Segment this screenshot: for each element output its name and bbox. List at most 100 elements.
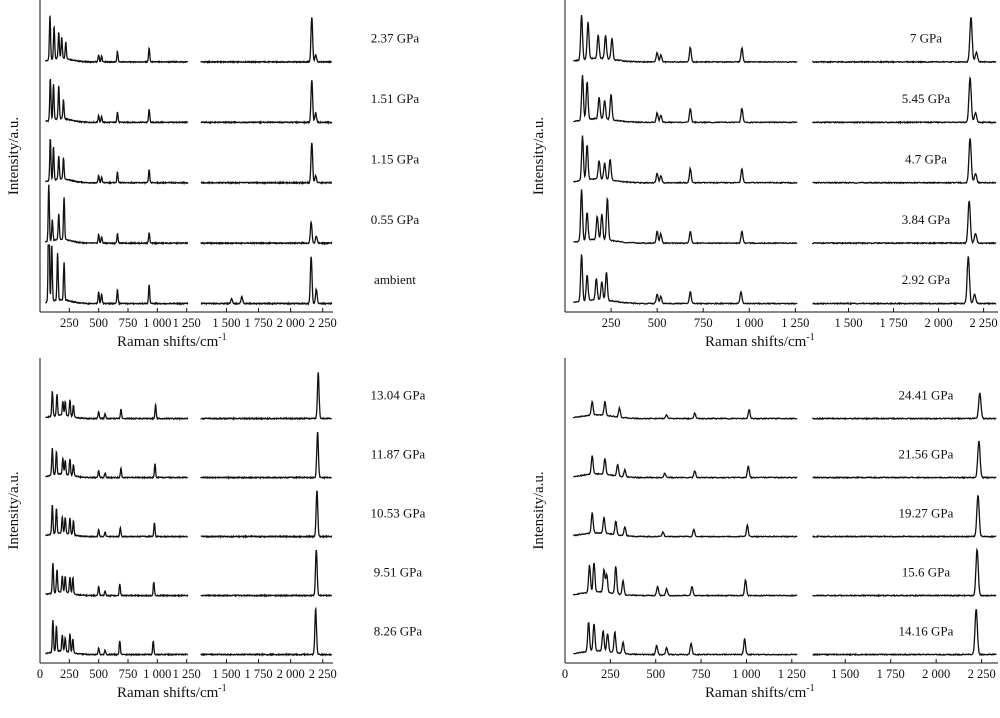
spectrum-line — [572, 400, 798, 421]
spectrum-line — [45, 391, 189, 421]
spectrum-line — [200, 256, 333, 306]
series-label: 21.56 GPa — [899, 447, 954, 462]
spectrum-line — [200, 17, 333, 65]
spectrum-line — [200, 490, 333, 539]
x-axis-label-superscript: -1 — [806, 332, 814, 343]
x-tick-label: 500 — [89, 316, 108, 330]
panel-bottom-right: 0 250 500 750 1 000 1 250 1 500 1 750 2 000 2 250… — [531, 358, 998, 701]
x-tick-label: 1 750 — [244, 316, 272, 330]
x-tick-label: 500 — [89, 667, 108, 681]
spectrum-line — [573, 15, 798, 64]
x-tick-label: 2 250 — [968, 667, 996, 681]
x-tick-label: 0 — [37, 667, 43, 681]
x-axis-label: Raman shifts/cm-1 — [117, 332, 227, 350]
spectrum-line — [811, 17, 997, 64]
panel-bottom-left: 0 250 500 750 1 000 1 250 1 500 1 750 2 000 2 250… — [6, 358, 426, 701]
x-tick-label: 1 000 — [735, 316, 763, 330]
series-label: 7 GPa — [910, 31, 942, 46]
series-label: 2.37 GPa — [371, 31, 420, 46]
x-tick-label: 1 500 — [212, 667, 240, 681]
spectrum-line — [45, 504, 188, 539]
spectrum-line — [811, 200, 997, 246]
x-axis-label: Raman shifts/cm-1 — [705, 332, 815, 350]
y-axis-label: Intensity/a.u. — [6, 117, 22, 195]
panel-top-right: 250 500 750 1 000 1 250 1 500 1 750 2 000 2 250 R… — [531, 0, 998, 350]
y-axis-label: Intensity/a.u. — [6, 471, 22, 549]
spectrum-line — [812, 138, 997, 185]
x-axis-label-superscript: -1 — [806, 683, 814, 694]
x-tick-label: 1 000 — [143, 667, 171, 681]
x-tick-label: 1 250 — [781, 316, 809, 330]
y-axis-label: Intensity/a.u. — [531, 117, 547, 195]
x-tick-label: 250 — [60, 316, 79, 330]
x-tick-label: 1 500 — [834, 316, 862, 330]
x-tick-label: 1 000 — [143, 316, 171, 330]
series-label: 1.15 GPa — [371, 151, 420, 166]
spectrum-line — [200, 142, 332, 186]
x-tick-label: 1 250 — [173, 667, 201, 681]
x-tick-label: 1 750 — [879, 316, 907, 330]
spectrum-line — [572, 254, 798, 306]
series-label: 10.53 GPa — [371, 506, 426, 521]
spectrum-line — [44, 14, 189, 64]
panel-top-left: 250 500 750 1 000 1 250 1 500 1 750 2 000 2 250 R… — [6, 0, 419, 350]
x-tick-label: 750 — [119, 316, 138, 330]
series-label: 4.7 GPa — [905, 151, 947, 166]
spectrum-line — [812, 494, 997, 539]
spectrum-line — [811, 76, 997, 125]
series-label: 9.51 GPa — [374, 565, 423, 580]
spectrum-line — [200, 549, 333, 598]
x-tick-label: 0 — [562, 667, 568, 681]
x-tick-label: 1 000 — [732, 667, 760, 681]
x-tick-label: 500 — [646, 667, 665, 681]
spectrum-line — [200, 220, 333, 246]
series-label: 19.27 GPa — [899, 506, 954, 521]
spectrum-line — [44, 244, 189, 306]
series-label: 14.16 GPa — [899, 624, 954, 639]
x-axis-label-superscript: -1 — [218, 332, 226, 343]
x-tick-label: 500 — [648, 316, 667, 330]
spectrum-line — [812, 440, 997, 480]
x-axis-label: Raman shifts/cm-1 — [117, 683, 227, 701]
spectrum-line — [573, 189, 798, 245]
x-tick-label: 2 000 — [924, 316, 952, 330]
spectrum-line — [45, 562, 189, 598]
series-label: 0.55 GPa — [371, 212, 420, 227]
spectrum-line — [573, 135, 798, 185]
x-tick-label: 1 500 — [212, 316, 240, 330]
x-axis-label-superscript: -1 — [218, 683, 226, 694]
spectrum-line — [812, 547, 997, 598]
spectrum-line — [573, 512, 798, 539]
spectrum-line — [573, 74, 798, 124]
series-label: 11.87 GPa — [371, 447, 426, 462]
series-label: 8.26 GPa — [374, 624, 423, 639]
x-tick-label: 2 250 — [970, 316, 998, 330]
series-label: 5.45 GPa — [902, 91, 951, 106]
series-label: 1.51 GPa — [371, 91, 420, 106]
x-tick-label: 1 500 — [831, 667, 859, 681]
y-axis-label: Intensity/a.u. — [531, 471, 547, 549]
x-tick-label: 2 000 — [277, 316, 305, 330]
series-label: 13.04 GPa — [371, 388, 426, 403]
spectrum-line — [573, 455, 798, 480]
spectrum-line — [200, 372, 333, 422]
spectrum-line — [811, 392, 997, 421]
spectrum-line — [200, 606, 332, 657]
spectrum-line — [573, 621, 798, 657]
spectrum-line — [45, 138, 189, 186]
x-tick-label: 250 — [601, 667, 620, 681]
x-tick-label: 2 250 — [309, 316, 337, 330]
series-label: ambient — [374, 272, 416, 287]
spectrum-line — [44, 184, 189, 246]
x-tick-label: 250 — [60, 667, 79, 681]
x-tick-label: 250 — [602, 316, 621, 330]
spectrum-line — [200, 80, 333, 125]
x-axis-label: Raman shifts/cm-1 — [705, 683, 815, 701]
x-tick-label: 1 750 — [244, 667, 272, 681]
spectrum-line — [45, 78, 189, 125]
series-label: 2.92 GPa — [902, 272, 951, 287]
x-tick-label: 750 — [692, 667, 711, 681]
spectrum-line — [572, 562, 798, 598]
x-tick-label: 1 250 — [173, 316, 201, 330]
